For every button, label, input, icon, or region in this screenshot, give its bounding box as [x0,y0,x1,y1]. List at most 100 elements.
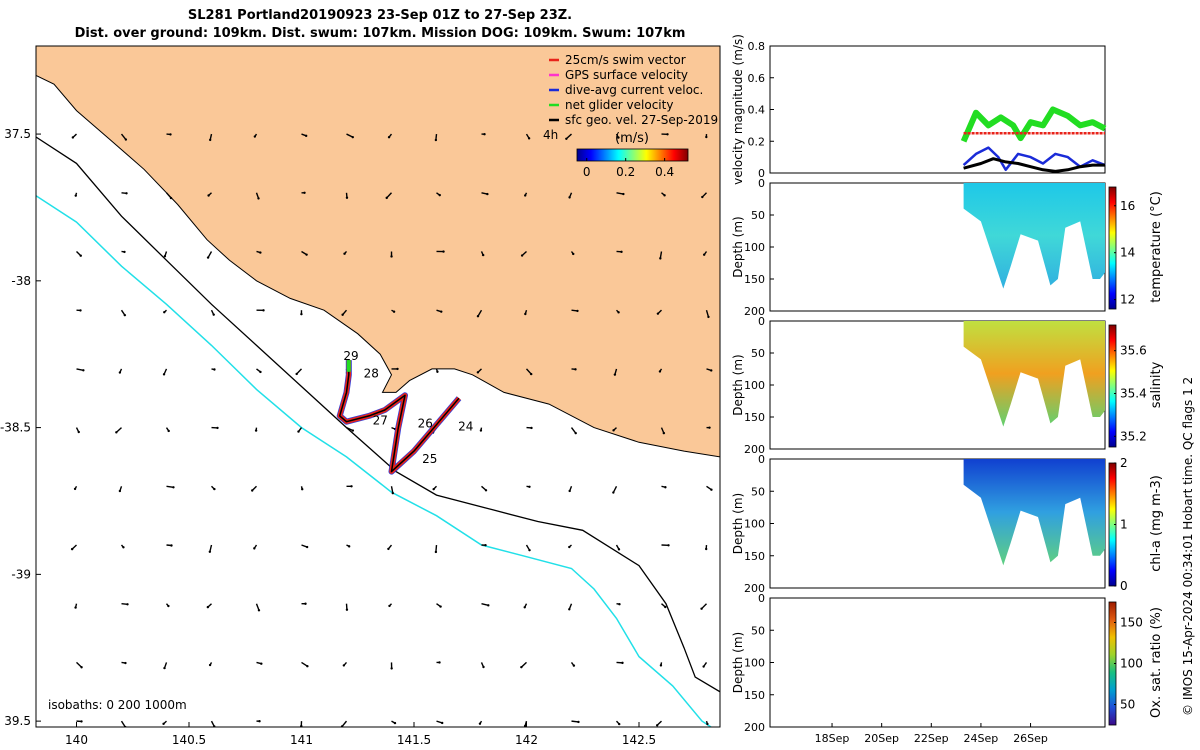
sfc-vel-arrowhead [524,312,527,316]
sfc-vel-arrowhead [529,372,533,376]
sfc-vel-arrowhead [253,135,257,138]
sfc-vel-arrowhead [523,606,526,609]
sfc-vel-arrowhead [305,253,308,256]
sfc-vel-arrowhead [710,369,713,372]
sfc-vel-arrowhead [439,605,442,608]
sfc-vel-arrowhead [124,138,128,141]
sfc-vel-arrowhead [393,721,397,725]
sfc-vel-arrowhead [520,665,523,669]
sfc-vel-arrowhead [617,136,620,139]
salinity-ylabel: Depth (m) [731,354,745,415]
sfc-vel-arrowhead [208,663,212,667]
oxygen-frame [769,597,1106,728]
sfc-vel-arrowhead [251,489,254,492]
sfc-vel-arrowhead [118,489,122,493]
x-tick-label: 140 [65,733,88,747]
sfc-vel-arrowhead [476,315,480,318]
track-centerline [338,360,460,473]
sfc-vel-arrowhead [79,254,82,257]
sfc-vel-arrowhead [351,135,354,139]
sfc-vel-arrowhead [206,605,210,609]
y-tick-label: 37.5 [4,127,31,141]
sfc-vel-arrowhead [77,430,80,434]
chla-panel: 0 50 100 150 200 Depth (m) 0 1 2 chl-a (mg m-3) [731,453,1164,595]
sfc-vel-arrowhead [392,310,396,313]
velocity-series-sfc [963,157,1105,173]
sfc-vel-arrowhead [80,720,83,723]
sfc-vel-arrowhead [528,548,531,552]
salinity-panel: 0 50 100 150 200 Depth (m) 35.2 35.4 35.6salinit… [731,315,1164,456]
sfc-vel-arrowhead [74,606,77,609]
salinity-colorbar-tick-label: 35.6 [1120,344,1147,358]
sfc-vel-arrowhead [700,607,703,610]
sfc-vel-arrowhead [390,255,393,258]
colorbar-tick-label: 0.2 [616,165,635,179]
sfc-vel-arrowhead [258,720,261,723]
sfc-vel-arrowhead [612,491,615,494]
colorbar-tick-label: 0 [583,165,591,179]
chart-title-line1: SL281 Portland20190923 23-Sep 01Z to 27-… [187,8,573,23]
time-x-tick-label: 26Sep [1013,732,1048,745]
salinity-y-tick-label: 150 [744,411,765,424]
y-tick-label: 39.5 [4,714,31,728]
y-tick-label: -38.5 [0,421,31,435]
chla-y-tick-label: 200 [744,582,765,595]
sfc-vel-arrowhead [163,666,166,670]
oxygen-y-tick-label: 0 [758,592,765,605]
velocity-frame [769,45,1106,174]
glider-track: 29 28 27 26 24 25 [336,349,473,475]
sfc-vel-arrowhead [172,486,175,489]
salinity-y-tick-label: 200 [744,443,765,456]
sfc-vel-arrowhead [440,310,443,313]
sfc-vel-arrowhead [520,254,524,257]
isobath-legend-label: isobaths: 0 200 1000m [48,698,187,712]
oxygen-y-tick-label: 200 [744,721,765,734]
sfc-vel-arrowhead [702,253,706,256]
sfc-vel-arrowhead [656,312,660,315]
sfc-vel-arrowhead [206,256,210,259]
sfc-vel-arrowhead [659,664,663,667]
sfc-vel-arrowhead [572,252,575,256]
sfc-vel-arrowhead [574,368,577,371]
sfc-vel-arrowhead [391,491,395,495]
velocity-y-tick-label: 0.2 [748,135,766,148]
sfc-vel-arrowhead [259,370,262,374]
sfc-vel-arrowhead [572,664,576,667]
salinity-y-tick-label: 0 [758,315,765,328]
map-inner: 29 28 27 26 24 25 [36,46,720,727]
sfc-vel-arrowhead [207,194,210,197]
salinity-data [963,321,1105,427]
sfc-vel-arrowhead [350,485,353,488]
sfc-vel-arrowhead [260,662,263,665]
sfc-vel-arrowhead [664,605,667,609]
sfc-vel-arrowhead [486,192,489,196]
x-tick-label: 141 [290,733,313,747]
sfc-vel-arrowhead [438,193,441,197]
sfc-vel-arrowhead [254,429,258,432]
sfc-vel-arrowhead [568,196,571,199]
sfc-vel-arrowhead [387,136,391,139]
sfc-vel-arrowhead [707,315,710,319]
temperature-y-tick-label: 100 [744,241,765,254]
x-tick-label: 141.5 [397,733,431,747]
velocity-series-net [960,106,1107,143]
temperature-colorbar-label: temperature (°C) [1149,191,1164,303]
sfc-vel-arrowhead [617,548,621,551]
sfc-vel-arrowhead [568,545,571,549]
sfc-vector-field [70,132,713,727]
sfc-vel-arrowhead [123,250,126,254]
sfc-vel-arrowhead [163,255,167,258]
oxygen-colorbar-label: Ox. sat. ratio (%) [1149,607,1164,718]
sfc-vel-arrowhead [345,196,349,199]
sfc-vel-arrowhead [213,368,216,371]
sfc-vel-arrowhead [523,724,527,727]
sfc-vel-arrowhead [167,604,170,608]
map-panel: 29 28 27 26 24 25 isobaths: 0 200 1000m 140 140.… [0,45,721,747]
track-day-label: 27 [373,414,388,428]
sfc-vel-arrowhead [259,251,262,254]
sfc-vel-arrowhead [70,547,74,551]
oxygen-colorbar-tick-label: 150 [1120,616,1143,630]
sfc-vel-arrowhead [664,486,667,489]
